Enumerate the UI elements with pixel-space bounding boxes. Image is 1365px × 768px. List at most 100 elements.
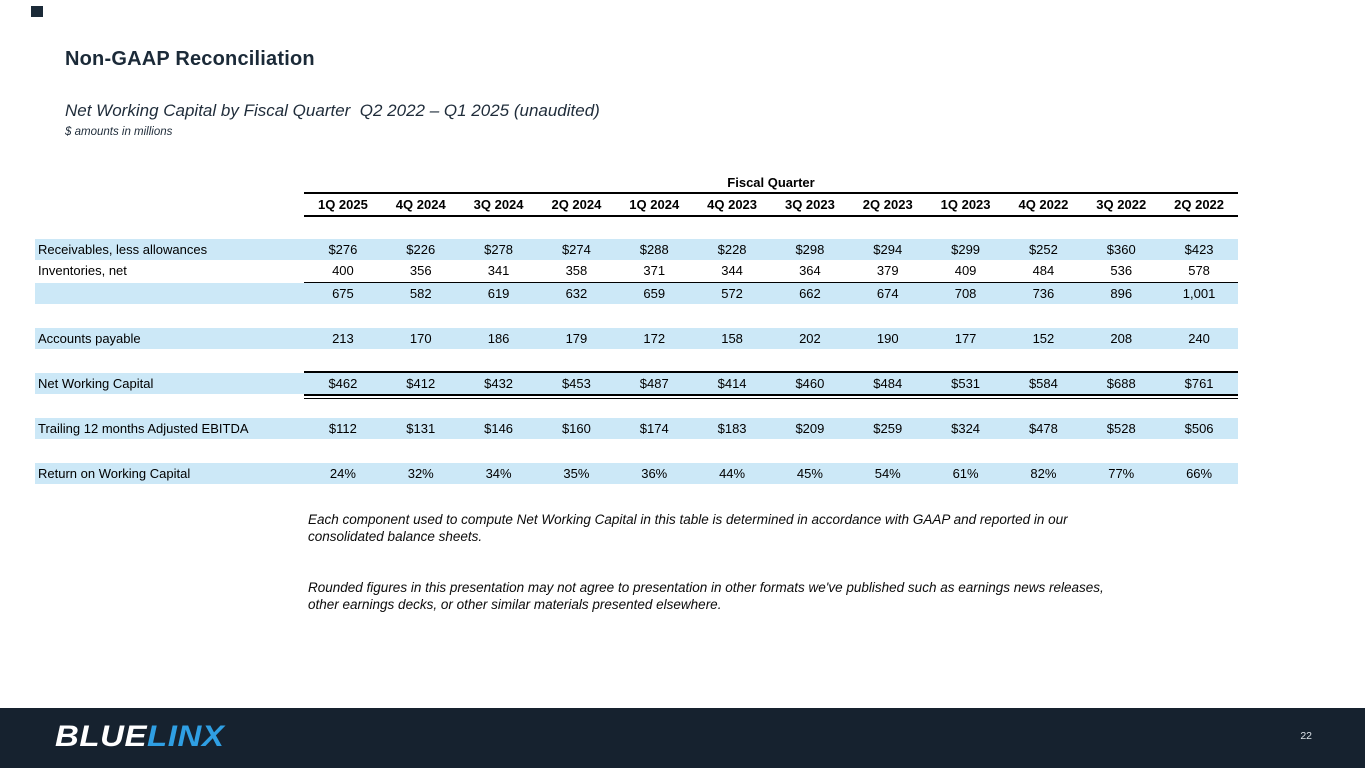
column-header-row: 1Q 2025 4Q 2024 3Q 2024 2Q 2024 1Q 2024 …	[304, 197, 1238, 212]
column-header: 1Q 2024	[629, 197, 680, 212]
table-cell: $299	[951, 242, 981, 257]
table-cell: 674	[876, 286, 899, 301]
column-header: 2Q 2022	[1174, 197, 1225, 212]
table-row-inventories: Inventories, net 400 356 341 358 371 344…	[35, 260, 1238, 281]
table-cell: 158	[721, 331, 743, 346]
table-cell: $294	[873, 242, 903, 257]
table-cell: $112	[328, 421, 357, 436]
table-cell: 736	[1032, 286, 1055, 301]
table-cell: 379	[876, 263, 899, 278]
footnote-line: other earnings decks, or other similar m…	[308, 596, 722, 612]
footnote-line: consolidated balance sheets.	[308, 528, 483, 544]
column-header: 3Q 2024	[473, 197, 524, 212]
net-working-capital-rule-top	[304, 370, 1238, 373]
table-cell: 45%	[796, 466, 823, 481]
column-header: 2Q 2023	[862, 197, 913, 212]
column-header: 4Q 2022	[1018, 197, 1069, 212]
column-header: 1Q 2025	[317, 197, 368, 212]
row-label: Accounts payable	[38, 331, 141, 346]
row-label: Inventories, net	[38, 263, 127, 278]
column-header: 4Q 2023	[707, 197, 758, 212]
table-cell: 152	[1032, 331, 1055, 346]
footnote-gaap: Each component used to compute Net Worki…	[308, 512, 1248, 545]
row-label: Trailing 12 months Adjusted EBITDA	[38, 421, 249, 436]
table-cell: 208	[1110, 331, 1133, 346]
table-cell: $487	[639, 376, 669, 391]
table-row-net-working-capital: Net Working Capital $462 $412 $432 $453 …	[35, 373, 1238, 394]
table-cell: 344	[721, 263, 743, 278]
table-cell: 400	[332, 263, 354, 278]
table-cell: 44%	[719, 466, 746, 481]
table-cell: $484	[873, 376, 903, 391]
table-cell: $432	[484, 376, 514, 391]
net-working-capital-double-rule-1	[304, 394, 1238, 396]
table-cell: $324	[951, 421, 981, 436]
table-cell: 662	[799, 286, 821, 301]
table-cell: 896	[1110, 286, 1133, 301]
column-header: 2Q 2024	[551, 197, 602, 212]
corner-mark	[31, 6, 43, 17]
table-cell: 240	[1188, 331, 1210, 346]
table-cell: $688	[1106, 376, 1136, 391]
row-label: Net Working Capital	[38, 376, 154, 391]
table-cell: 356	[409, 263, 432, 278]
page-number: 22	[1300, 730, 1312, 742]
column-header: 4Q 2024	[395, 197, 446, 212]
table-cell: $584	[1028, 376, 1058, 391]
table-cell: $146	[484, 421, 514, 436]
page-title: Non-GAAP Reconciliation	[65, 48, 315, 70]
table-cell: 172	[643, 331, 666, 346]
table-cell: 484	[1032, 263, 1055, 278]
table-cell: 632	[565, 286, 588, 301]
table-cell: $453	[561, 376, 591, 391]
column-header: 3Q 2023	[784, 197, 835, 212]
net-working-capital-double-rule-2	[304, 397, 1238, 399]
table-cell: $278	[484, 242, 514, 257]
table-cell: 572	[721, 286, 743, 301]
table-cell: $228	[717, 242, 747, 257]
table-cell: 213	[332, 331, 354, 346]
table-cell: 675	[332, 286, 354, 301]
table-cell: 61%	[952, 466, 979, 481]
table-cell: $276	[328, 242, 358, 257]
table-cell: $160	[561, 421, 591, 436]
table-cell: 358	[565, 263, 588, 278]
header-rule-top	[304, 192, 1238, 194]
table-cell: $183	[717, 421, 747, 436]
row-label: Receivables, less allowances	[38, 242, 208, 257]
table-cell: 364	[799, 263, 821, 278]
table-cell: 32%	[407, 466, 434, 481]
table-cell: 202	[799, 331, 821, 346]
table-cell: $174	[639, 421, 669, 436]
fiscal-quarter-group-header: Fiscal Quarter	[727, 175, 815, 190]
table-cell: 578	[1188, 263, 1210, 278]
table-cell: 582	[409, 286, 432, 301]
table-cell: 35%	[563, 466, 590, 481]
table-cell: 179	[565, 331, 588, 346]
header-rule-bottom	[304, 215, 1238, 217]
table-cell: $298	[795, 242, 825, 257]
table-cell: $414	[717, 376, 747, 391]
table-cell: 54%	[874, 466, 901, 481]
table-cell: 77%	[1108, 466, 1135, 481]
table-cell: 371	[643, 263, 666, 278]
table-cell: $412	[406, 376, 436, 391]
table-cell: 34%	[485, 466, 512, 481]
table-cell: $531	[951, 376, 981, 391]
table-cell: $209	[795, 421, 825, 436]
table-cell: 536	[1110, 263, 1133, 278]
table-row-adjusted-ebitda: Trailing 12 months Adjusted EBITDA $112 …	[35, 418, 1238, 439]
table-cell: 190	[876, 331, 899, 346]
inventories-underline-rule	[304, 281, 1238, 284]
row-label: Return on Working Capital	[38, 466, 191, 481]
column-header: 1Q 2023	[940, 197, 991, 212]
table-cell: 186	[487, 331, 510, 346]
table-cell: $252	[1028, 242, 1058, 257]
footnote-line: Each component used to compute Net Worki…	[308, 512, 1068, 527]
table-cell: 341	[487, 263, 510, 278]
table-cell: 36%	[641, 466, 668, 481]
table-cell: $259	[873, 421, 903, 436]
table-cell: $360	[1106, 242, 1136, 257]
table-row-receivables: Receivables, less allowances $276 $226 $…	[35, 239, 1238, 260]
